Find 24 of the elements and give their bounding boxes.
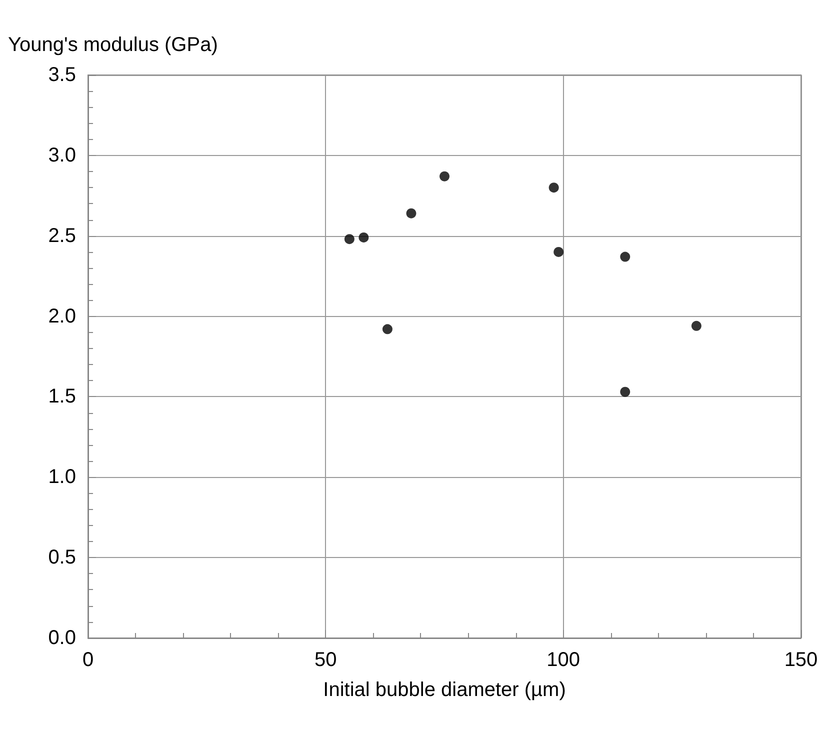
x-tick-label: 150: [784, 649, 818, 671]
point: [548, 182, 559, 193]
point: [344, 234, 354, 244]
y-tick-label: 0.5: [48, 546, 76, 569]
x-axis-title: Initial bubble diameter (µm): [323, 679, 566, 701]
point: [620, 386, 630, 397]
y-tick-label: 3.5: [48, 64, 76, 86]
y-tick-label: 2.5: [48, 224, 76, 247]
y-tick-label: 2.0: [48, 305, 76, 328]
y-tick-label: 1.5: [48, 386, 76, 408]
point: [406, 208, 416, 218]
x-tick-label: 50: [314, 649, 337, 671]
point: [691, 320, 702, 331]
point: [358, 232, 369, 242]
point: [440, 171, 450, 182]
y-axis-title: Young's modulus (GPa): [8, 34, 218, 56]
y-tick-label: 1.0: [48, 466, 76, 488]
point: [554, 246, 564, 257]
x-tick-label: 100: [546, 649, 580, 671]
x-tick-label: 0: [82, 649, 94, 671]
y-tick-label: 3.0: [48, 144, 76, 166]
point: [620, 252, 630, 262]
y-tick-label: 0.0: [48, 627, 76, 649]
point: [382, 324, 392, 334]
